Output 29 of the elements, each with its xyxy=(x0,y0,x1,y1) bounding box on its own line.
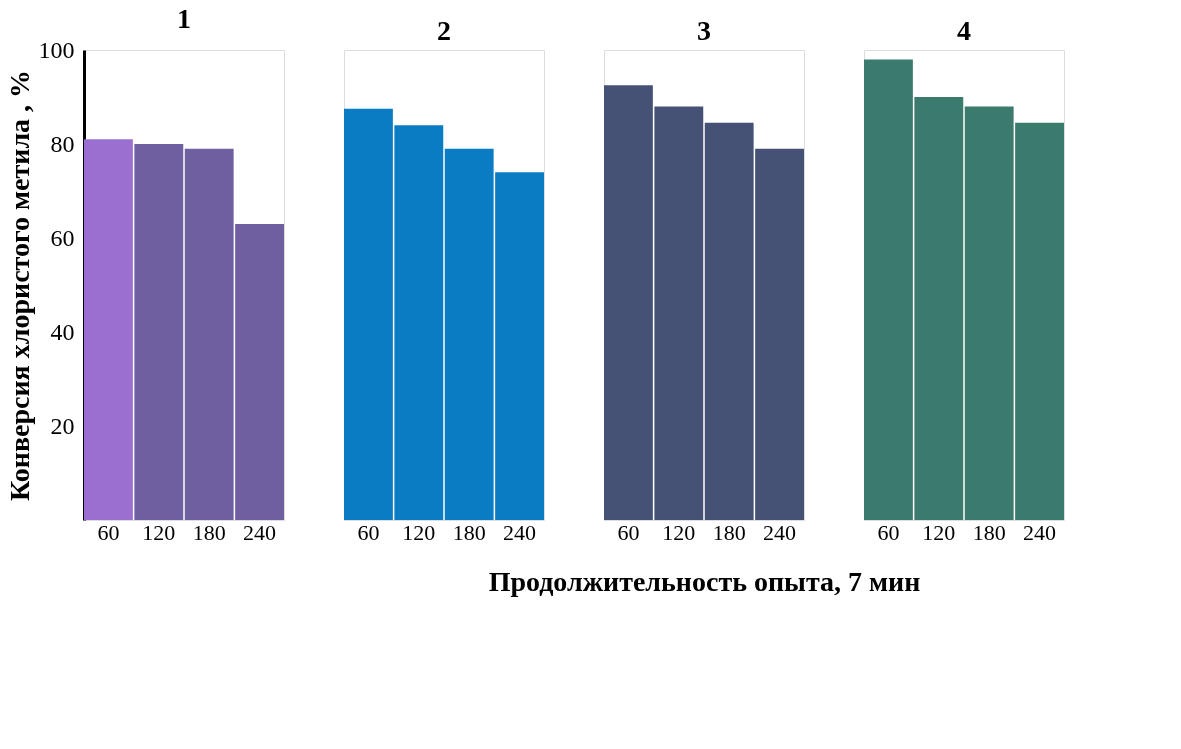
x-tick-label: 180 xyxy=(452,519,486,545)
x-tick-label: 180 xyxy=(712,519,746,545)
x-tick-label: 180 xyxy=(192,519,226,545)
chart-title: 3 xyxy=(697,15,711,46)
chart-title: 2 xyxy=(437,15,451,46)
y-axis-title: Конверсия хлористого метила , % xyxy=(3,69,35,502)
x-axis-title: Продолжительность опыта, 7 мин xyxy=(488,565,921,597)
y-tick-label: 80 xyxy=(50,130,75,157)
y-tick-label: 100 xyxy=(38,36,75,63)
y-tick-label: 40 xyxy=(50,318,75,345)
x-tick-label: 240 xyxy=(1023,519,1057,545)
bar xyxy=(134,144,184,520)
x-tick-label: 240 xyxy=(503,519,537,545)
bar xyxy=(84,139,133,520)
x-tick-label: 60 xyxy=(617,519,640,545)
x-tick-label: 120 xyxy=(662,519,696,545)
chart-title: 1 xyxy=(177,3,191,34)
x-tick-label: 120 xyxy=(402,519,436,545)
x-tick-label: 240 xyxy=(763,519,797,545)
x-tick-label: 60 xyxy=(97,519,120,545)
x-tick-label: 120 xyxy=(142,519,176,545)
y-tick-label: 60 xyxy=(50,224,75,251)
x-tick-label: 120 xyxy=(922,519,956,545)
x-tick-label: 60 xyxy=(357,519,380,545)
x-tick-label: 180 xyxy=(972,519,1006,545)
chart-title: 4 xyxy=(957,15,971,46)
x-tick-label: 240 xyxy=(243,519,277,545)
x-tick-label: 60 xyxy=(877,519,900,545)
y-tick-label: 20 xyxy=(50,412,75,439)
